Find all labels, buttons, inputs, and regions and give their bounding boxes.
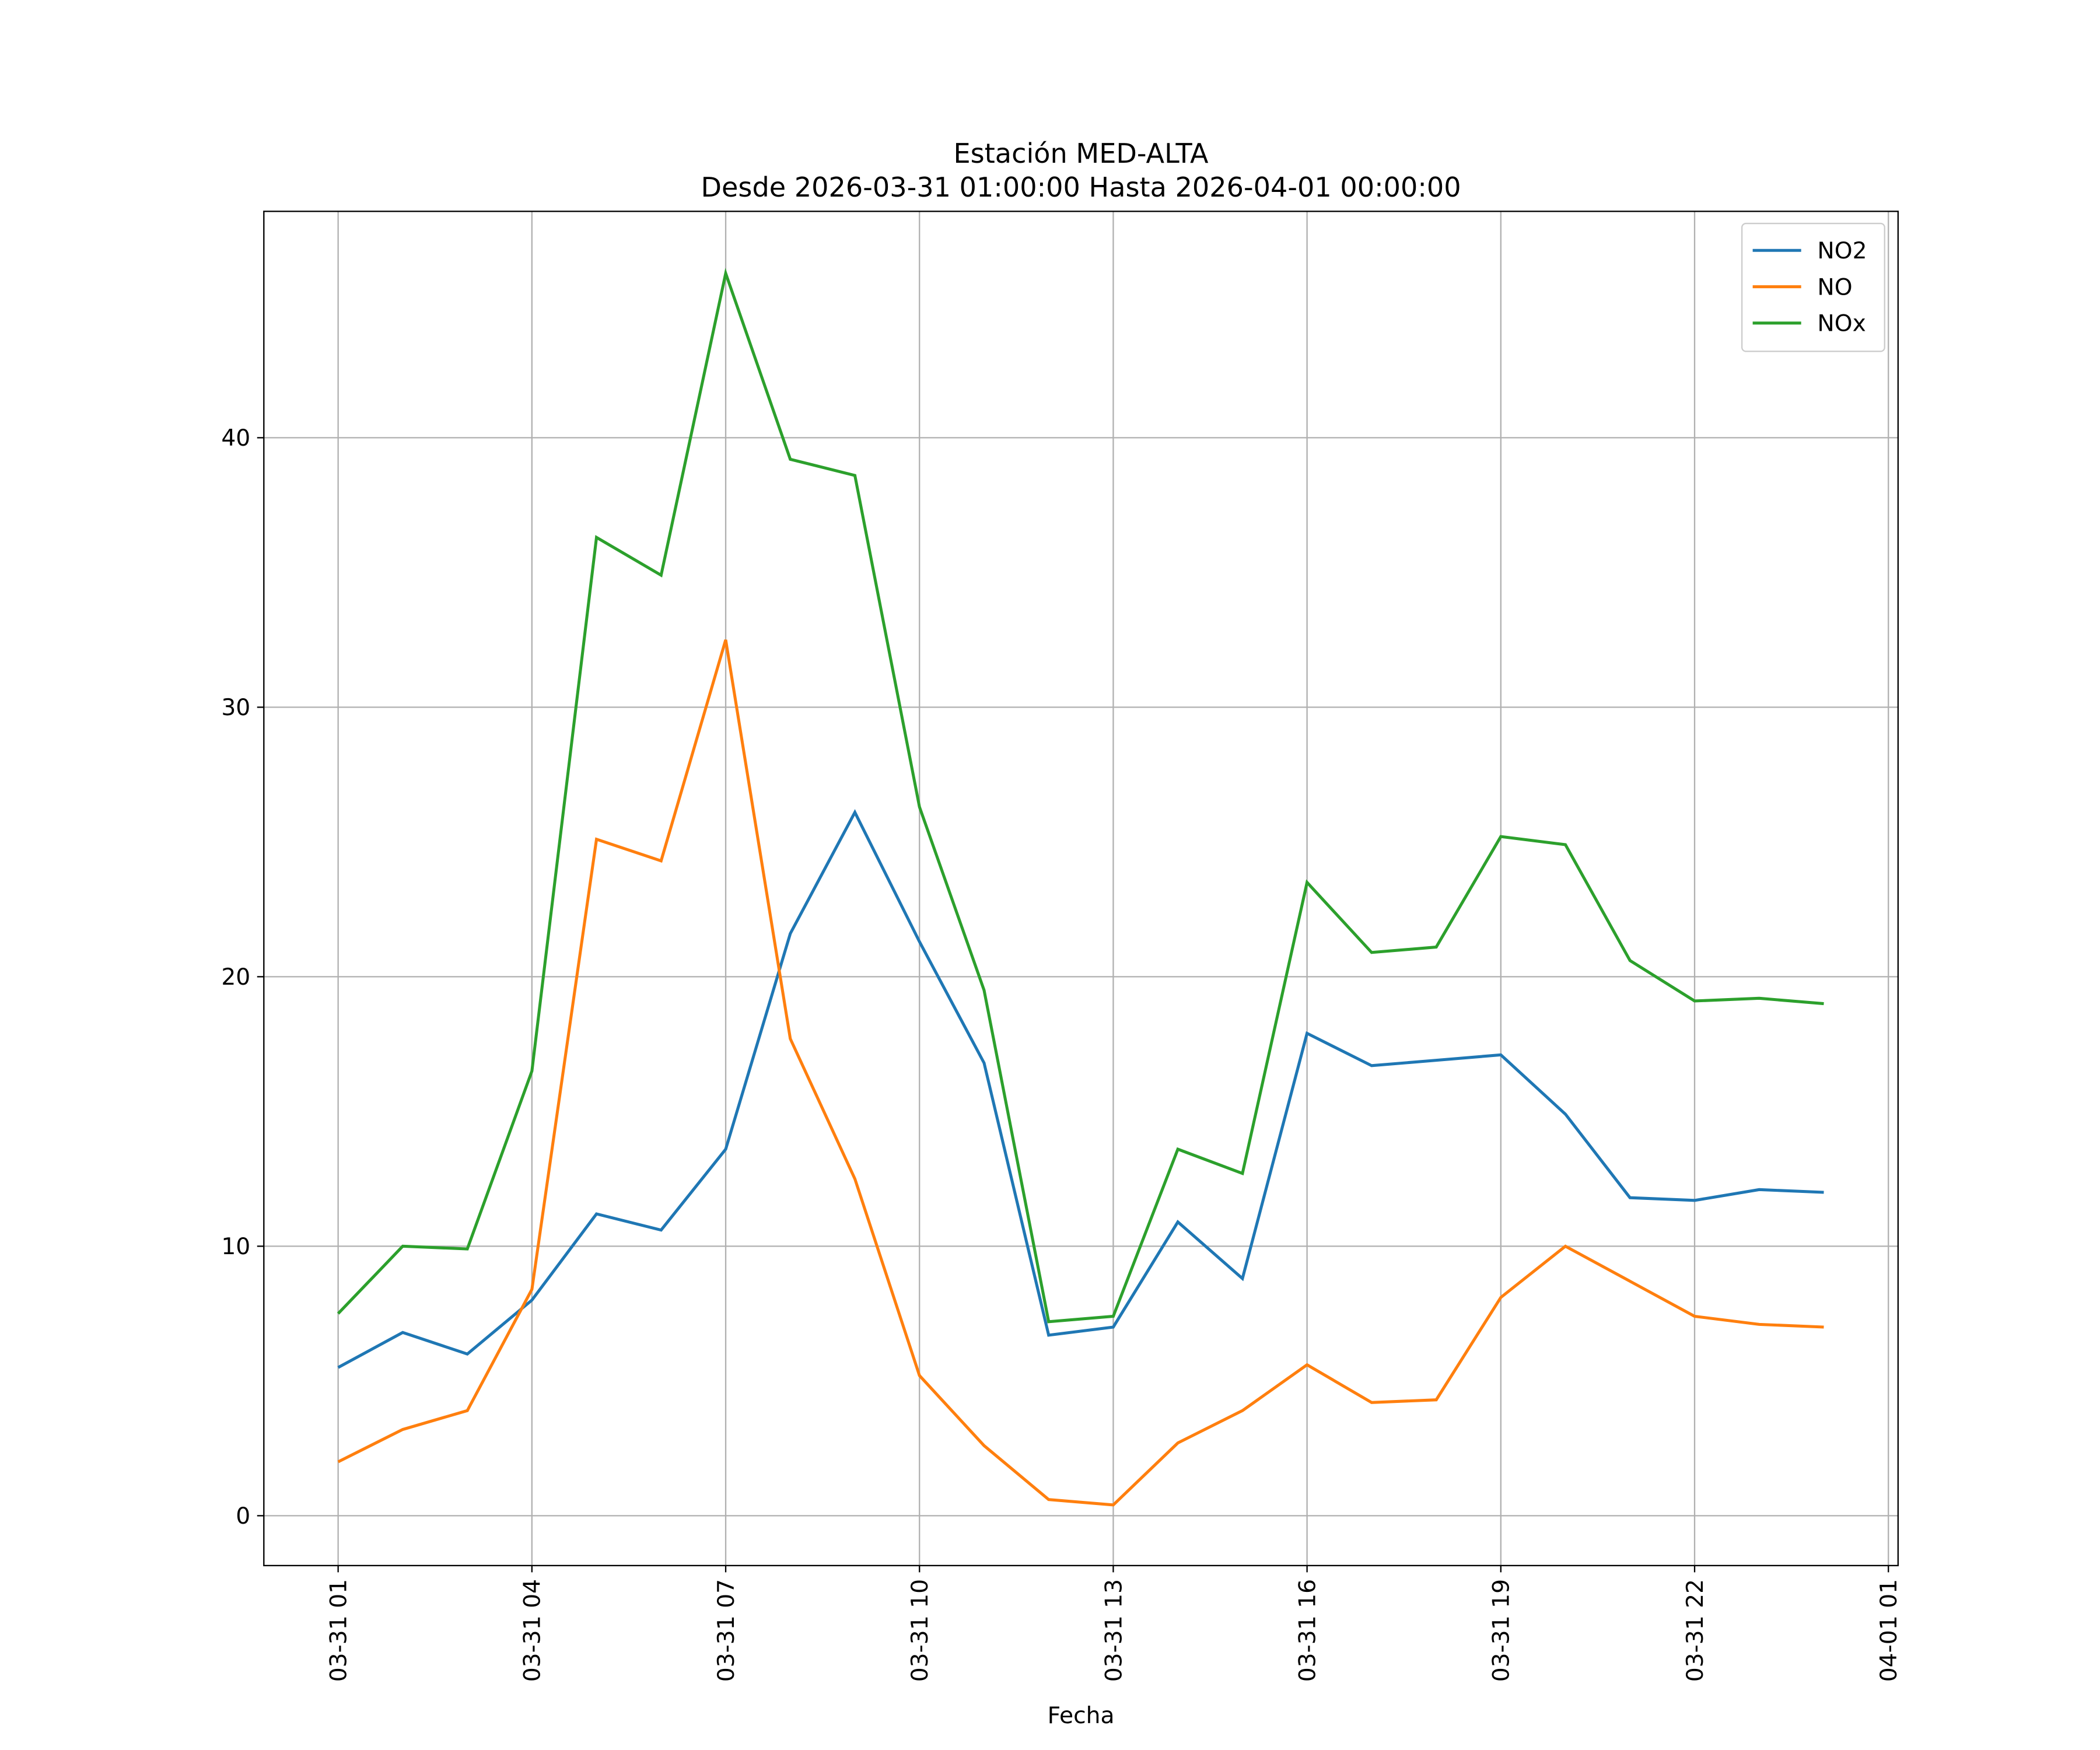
y-tick-label: 10 xyxy=(221,1234,250,1260)
line-series xyxy=(337,268,1824,1324)
line-series xyxy=(337,639,1824,1507)
legend: NO2 NO NOx xyxy=(1741,222,1885,352)
legend-frame xyxy=(1741,222,1885,352)
line-series xyxy=(337,809,1824,1369)
x-tick-label: 03-31 16 xyxy=(1294,1579,1321,1682)
x-tick-label: 03-31 10 xyxy=(907,1579,933,1682)
y-tick-label: 40 xyxy=(221,425,250,452)
chart-title: Estación MED-ALTA xyxy=(954,138,1209,169)
y-tick-label: 0 xyxy=(236,1503,250,1530)
x-tick-label: 03-31 04 xyxy=(520,1579,546,1682)
x-tick-label: 03-31 01 xyxy=(326,1579,352,1682)
legend-label: NOx xyxy=(1817,311,1866,337)
x-tick-label: 03-31 22 xyxy=(1682,1579,1709,1682)
legend-label: NO xyxy=(1817,274,1852,300)
y-tick-label: 20 xyxy=(221,964,250,991)
x-tick-label: 03-31 13 xyxy=(1101,1579,1127,1682)
legend-label: NO2 xyxy=(1817,238,1867,264)
x-tick-label: 03-31 07 xyxy=(713,1579,740,1682)
x-tick-label: 03-31 19 xyxy=(1489,1579,1515,1682)
y-tick-label: 30 xyxy=(221,695,250,721)
x-tick-label: 04-01 01 xyxy=(1876,1579,1902,1682)
plot-frame xyxy=(263,211,1899,1566)
chart-subtitle: Desde 2026-03-31 01:00:00 Hasta 2026-04-… xyxy=(701,172,1461,203)
x-axis-label: Fecha xyxy=(1048,1703,1115,1729)
